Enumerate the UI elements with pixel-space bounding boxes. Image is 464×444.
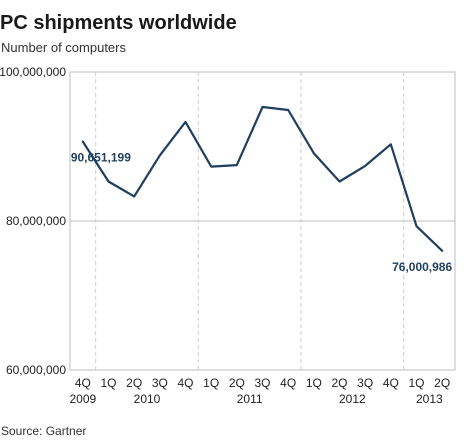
x-tick-label: 4Q <box>280 376 296 390</box>
year-label: 2013 <box>416 392 443 406</box>
year-label: 2010 <box>134 392 161 406</box>
x-tick-label: 4Q <box>177 376 193 390</box>
year-label: 2009 <box>69 392 96 406</box>
x-tick-label: 2Q <box>331 376 347 390</box>
x-tick-label: 2Q <box>434 376 450 390</box>
x-tick-label: 1Q <box>306 376 322 390</box>
y-tick-label: 100,000,000 <box>0 65 66 79</box>
data-label: 90,651,199 <box>71 151 131 165</box>
year-label: 2012 <box>339 392 366 406</box>
x-tick-label: 3Q <box>152 376 168 390</box>
x-tick-label: 1Q <box>203 376 219 390</box>
year-label: 2011 <box>237 392 263 406</box>
x-tick-label: 1Q <box>100 376 116 390</box>
x-tick-label: 3Q <box>357 376 373 390</box>
x-tick-label: 4Q <box>383 376 399 390</box>
data-label: 76,000,986 <box>392 260 452 274</box>
x-tick-label: 4Q <box>75 376 91 390</box>
x-tick-label: 2Q <box>126 376 142 390</box>
y-tick-label: 60,000,000 <box>6 363 66 377</box>
x-tick-label: 1Q <box>408 376 424 390</box>
chart-subtitle: Number of computers <box>1 40 126 55</box>
chart-source: Source: Gartner <box>1 424 87 438</box>
x-tick-label: 3Q <box>254 376 270 390</box>
y-tick-label: 80,000,000 <box>6 214 66 228</box>
series-line <box>81 105 444 252</box>
x-tick-label: 2Q <box>229 376 245 390</box>
chart-title: PC shipments worldwide <box>0 12 237 34</box>
